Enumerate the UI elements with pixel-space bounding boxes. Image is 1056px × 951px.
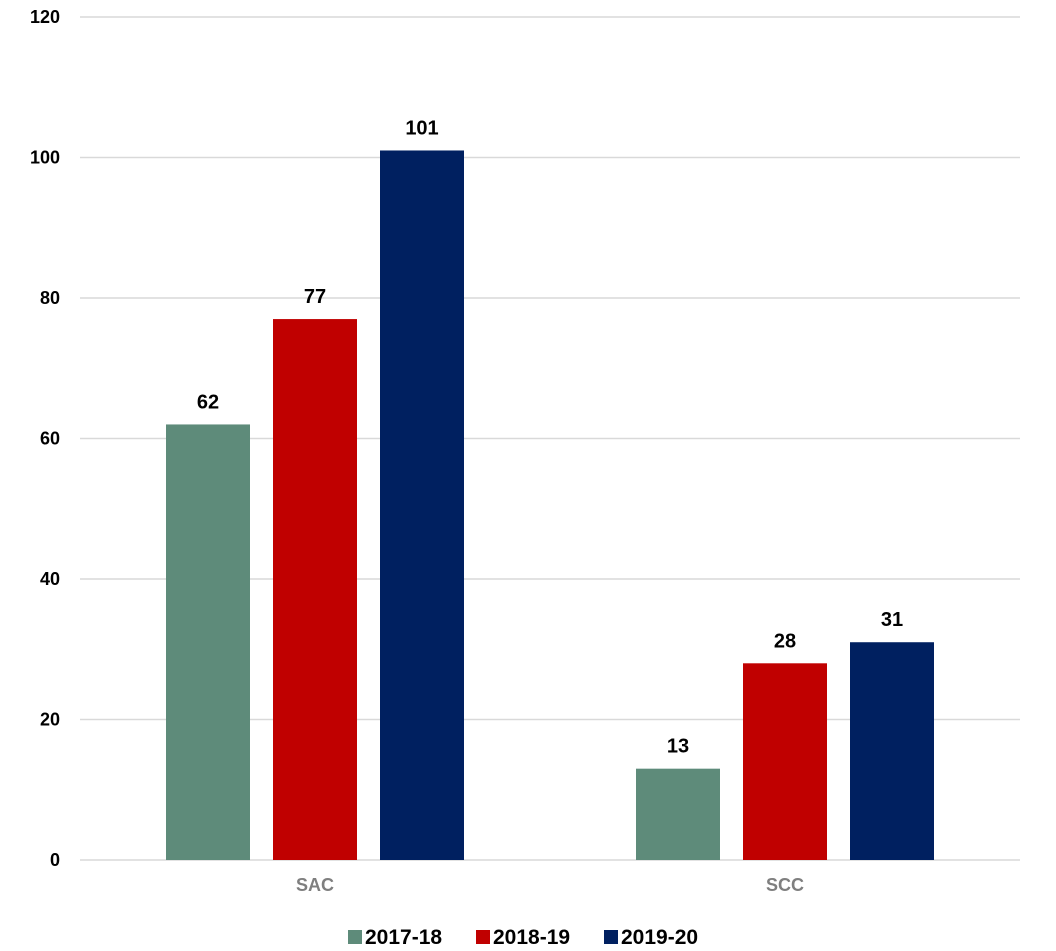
bars	[166, 150, 934, 861]
bar-2018-19-SCC	[743, 663, 827, 860]
data-label: 101	[405, 117, 438, 139]
y-tick-label: 40	[40, 569, 60, 589]
legend-item: 2018-19	[476, 926, 570, 949]
data-label: 77	[304, 286, 326, 308]
y-tick-label: 100	[30, 148, 60, 168]
bar-2017-18-SAC	[166, 424, 250, 860]
x-axis-category-labels: SAC SCC	[296, 875, 804, 895]
y-tick-label: 60	[40, 429, 60, 449]
bar-2017-18-SCC	[636, 768, 720, 860]
y-axis-tick-labels: 0 20 40 60 80 100 120	[30, 7, 60, 870]
legend-item: 2017-18	[348, 926, 442, 949]
bar-2019-20-SCC	[850, 642, 934, 860]
data-label: 31	[881, 609, 903, 631]
legend-swatch	[348, 930, 362, 944]
bar-2018-19-SAC	[273, 319, 357, 860]
data-labels: 62 77 101 13 28 31	[197, 117, 903, 757]
legend-label: 2017-18	[365, 926, 442, 949]
legend-label: 2019-20	[621, 926, 698, 949]
category-label: SCC	[766, 875, 804, 895]
data-label: 28	[774, 630, 796, 652]
category-label: SAC	[296, 875, 334, 895]
legend-swatch	[604, 930, 618, 944]
data-label: 13	[667, 736, 689, 758]
legend-item: 2019-20	[604, 926, 698, 949]
bar-2019-20-SAC	[380, 150, 464, 861]
y-tick-label: 0	[50, 850, 60, 870]
legend-label: 2018-19	[493, 926, 570, 949]
legend: 2017-18 2018-19 2019-20	[348, 926, 698, 949]
y-tick-label: 120	[30, 7, 60, 27]
y-tick-label: 80	[40, 288, 60, 308]
y-tick-label: 20	[40, 710, 60, 730]
legend-swatch	[476, 930, 490, 944]
data-label: 62	[197, 391, 219, 413]
